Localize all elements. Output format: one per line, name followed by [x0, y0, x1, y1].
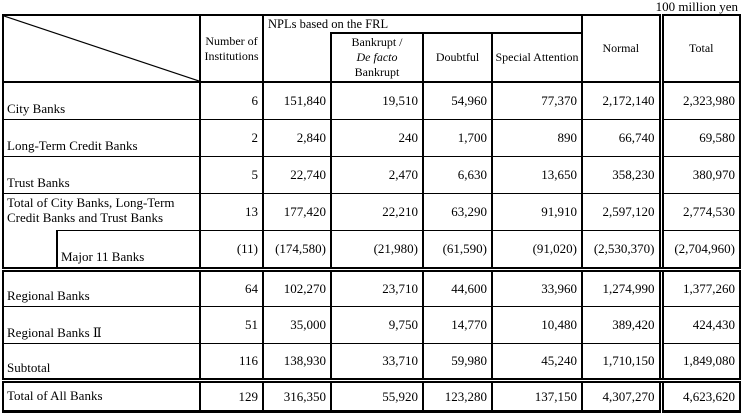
- header-doubtful: Doubtful: [422, 32, 493, 83]
- cell-npl-total: 138,930: [262, 343, 332, 383]
- cell-doubtful: 59,980: [422, 343, 493, 383]
- cell-npl-total: 35,000: [262, 306, 332, 344]
- cell-npl-total: 2,840: [262, 118, 332, 157]
- cell-institutions: (11): [199, 229, 264, 272]
- cell-bankrupt: (21,980): [330, 229, 424, 272]
- cell-npl-total: 151,840: [262, 81, 332, 120]
- cell-npl-total: (174,580): [262, 229, 332, 272]
- cell-normal: (2,530,370): [581, 229, 663, 272]
- table-row: Subtotal 116 138,930 33,710 59,980 45,24…: [2, 343, 741, 383]
- cell-total: 4,623,620: [658, 380, 741, 412]
- row-label-major11: Major 11 Banks: [2, 230, 201, 272]
- table-row: Regional Banks Ⅱ 51 35,000 9,750 14,770 …: [2, 306, 741, 344]
- cell-doubtful: 44,600: [422, 269, 493, 307]
- cell-npl-total: 102,270: [262, 269, 332, 307]
- cell-total: 380,970: [658, 155, 741, 194]
- cell-doubtful: (61,590): [422, 229, 493, 272]
- header-bankrupt: Bankrupt / De facto Bankrupt: [330, 32, 424, 83]
- cell-doubtful: 6,630: [422, 155, 493, 194]
- cell-doubtful: 14,770: [422, 306, 493, 344]
- table-row: Regional Banks 64 102,270 23,710 44,600 …: [2, 269, 741, 307]
- cell-doubtful: 63,290: [422, 192, 493, 231]
- table-row: Trust Banks 5 22,740 2,470 6,630 13,650 …: [2, 155, 741, 194]
- cell-bankrupt: 9,750: [330, 306, 424, 344]
- cell-total: 1,377,260: [658, 269, 741, 307]
- cell-normal: 4,307,270: [581, 380, 663, 412]
- cell-special-attention: 91,910: [490, 192, 584, 231]
- header-institutions: Number of Institutions: [199, 14, 264, 83]
- header-special-attention: Special Attention: [490, 32, 584, 83]
- cell-special-attention: 890: [490, 118, 584, 157]
- table-row: Total of City Banks, Long-Term Credit Ba…: [2, 192, 741, 231]
- cell-bankrupt: 240: [330, 118, 424, 157]
- header-total: Total: [658, 14, 741, 83]
- row-label: Regional Banks: [2, 269, 201, 307]
- cell-special-attention: 45,240: [490, 343, 584, 383]
- major11-inset-box: Major 11 Banks: [56, 230, 198, 265]
- cell-institutions: 116: [199, 343, 264, 383]
- table-row: Major 11 Banks (11) (174,580) (21,980) (…: [2, 229, 741, 272]
- cell-npl-total: 22,740: [262, 155, 332, 194]
- cell-bankrupt: 33,710: [330, 343, 424, 383]
- row-label: City Banks: [2, 81, 201, 120]
- cell-doubtful: 123,280: [422, 380, 493, 412]
- diagonal-line: [5, 16, 198, 80]
- cell-special-attention: 13,650: [490, 155, 584, 194]
- cell-institutions: 51: [199, 306, 264, 344]
- table-row: Long-Term Credit Banks 2 2,840 240 1,700…: [2, 118, 741, 157]
- cell-total: 2,774,530: [658, 192, 741, 231]
- header-row-sub: Bankrupt / De facto Bankrupt Doubtful Spe…: [3, 32, 740, 83]
- cell-institutions: 64: [199, 269, 264, 307]
- cell-special-attention: 137,150: [490, 380, 584, 412]
- cell-institutions: 13: [199, 192, 264, 231]
- cell-normal: 2,172,140: [581, 81, 663, 120]
- header-row-top: Number of Institutions NPLs based on the…: [2, 14, 741, 83]
- cell-normal: 389,420: [581, 306, 663, 344]
- table-row: Total of All Banks 129 316,350 55,920 12…: [2, 380, 741, 412]
- header-npl-total-empty: [262, 33, 332, 83]
- table-row: City Banks 6 151,840 19,510 54,960 77,37…: [2, 81, 741, 120]
- row-label: Trust Banks: [2, 155, 201, 194]
- cell-total: 2,323,980: [658, 81, 741, 120]
- cell-normal: 1,710,150: [581, 343, 663, 383]
- cell-normal: 358,230: [581, 155, 663, 194]
- cell-institutions: 129: [199, 380, 264, 412]
- cell-normal: 66,740: [581, 118, 663, 157]
- header-npl-group: NPLs based on the FRL: [261, 14, 584, 33]
- row-label: Subtotal: [2, 343, 201, 383]
- cell-total: 424,430: [658, 306, 741, 344]
- cell-institutions: 5: [199, 155, 264, 194]
- cell-special-attention: (91,020): [490, 229, 584, 272]
- row-label: Total of City Banks, Long-Term Credit Ba…: [2, 192, 201, 230]
- cell-npl-total: 316,350: [262, 380, 332, 412]
- cell-npl-total: 177,420: [262, 192, 332, 231]
- cell-bankrupt: 55,920: [330, 380, 424, 412]
- row-label: Regional Banks Ⅱ: [2, 306, 201, 344]
- row-label: Long-Term Credit Banks: [2, 118, 201, 157]
- cell-doubtful: 54,960: [422, 81, 493, 120]
- banks-npl-table: Number of Institutions NPLs based on the…: [2, 14, 741, 413]
- cell-total: (2,704,960): [658, 229, 741, 272]
- cell-bankrupt: 19,510: [330, 81, 424, 120]
- unit-label: 100 million yen: [655, 0, 738, 14]
- cell-bankrupt: 23,710: [330, 269, 424, 307]
- cell-normal: 2,597,120: [581, 192, 663, 231]
- cell-total: 1,849,080: [658, 343, 741, 383]
- row-label: Total of All Banks: [2, 380, 201, 412]
- cell-total: 69,580: [658, 118, 741, 157]
- cell-bankrupt: 22,210: [330, 192, 424, 231]
- cell-institutions: 6: [199, 81, 264, 120]
- diagonal-cell: [2, 14, 201, 83]
- cell-bankrupt: 2,470: [330, 155, 424, 194]
- cell-special-attention: 10,480: [490, 306, 584, 344]
- header-normal: Normal: [581, 14, 663, 83]
- cell-institutions: 2: [199, 118, 264, 157]
- cell-normal: 1,274,990: [581, 269, 663, 307]
- cell-special-attention: 77,370: [490, 81, 584, 120]
- cell-doubtful: 1,700: [422, 118, 493, 157]
- cell-special-attention: 33,960: [490, 269, 584, 307]
